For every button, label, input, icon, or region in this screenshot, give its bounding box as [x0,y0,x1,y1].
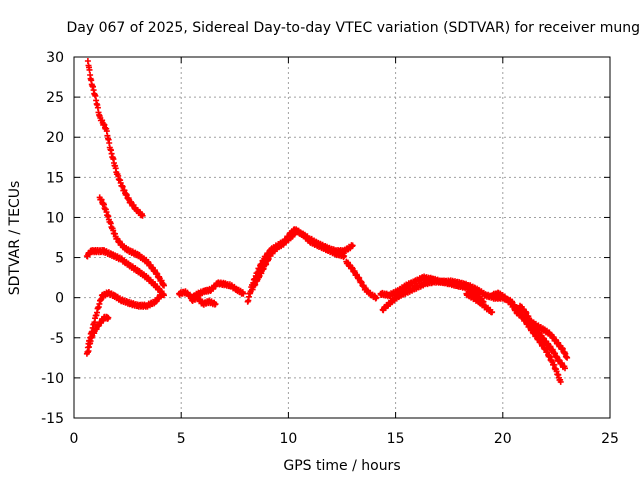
y-tick-label: -15 [41,411,64,427]
series-arc-2 [96,194,167,289]
series-points [377,273,487,306]
y-tick-label: 15 [46,170,64,186]
series-arc-10 [343,258,380,302]
series-arc-4 [83,289,165,357]
x-axis-label: GPS time / hours [283,458,400,474]
chart-title: Day 067 of 2025, Sidereal Day-to-day VTE… [67,20,640,36]
x-tick-label: 15 [387,431,405,447]
y-axis-label: SDTVAR / TECUs [7,181,23,296]
series-points [463,290,496,316]
series-arc-1 [84,58,146,219]
grid [74,57,610,418]
y-tick-label: 30 [46,50,64,66]
series-arc-5 [84,313,112,356]
y-tick-label: 20 [46,130,64,146]
series-points [96,194,167,289]
y-tick-label: 5 [55,251,64,267]
series-points [83,247,167,299]
series-arc-3 [83,247,167,299]
plot-border [73,56,611,419]
x-tick-label: 0 [70,431,79,447]
series-arc-7 [188,293,219,308]
series-points [249,227,348,293]
y-axis-ticks: -15 -10 -5 0 5 10 15 20 25 30 [41,50,610,427]
y-tick-label: -5 [50,331,64,347]
y-tick-label: 25 [46,90,64,106]
series-arc-13 [463,290,496,316]
x-tick-label: 10 [279,431,297,447]
y-tick-label: 10 [46,210,64,226]
x-tick-label: 25 [601,431,619,447]
y-tick-label: 0 [55,291,64,307]
x-tick-label: 20 [494,431,512,447]
series-points [84,58,146,219]
series-points [83,289,165,357]
series-points [517,302,568,372]
series-points [343,258,380,302]
series-points [84,313,112,356]
series-arc-9 [249,227,348,293]
x-tick-label: 5 [177,431,186,447]
series-arc-15 [517,302,568,372]
series-arc-12 [377,273,487,306]
data-series [83,58,571,385]
series-points [188,293,219,308]
y-tick-label: -10 [41,371,64,387]
x-axis-ticks: 0 5 10 15 20 25 [70,57,619,447]
